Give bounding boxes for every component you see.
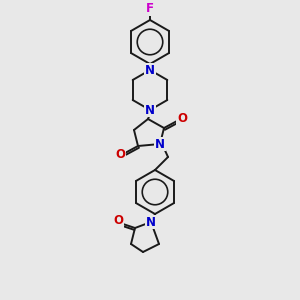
Text: N: N <box>145 64 155 76</box>
Text: N: N <box>155 137 165 151</box>
Text: O: O <box>177 112 187 125</box>
Text: O: O <box>115 148 125 161</box>
Text: N: N <box>146 215 156 229</box>
Text: O: O <box>113 214 123 227</box>
Text: F: F <box>146 2 154 16</box>
Text: N: N <box>145 103 155 116</box>
